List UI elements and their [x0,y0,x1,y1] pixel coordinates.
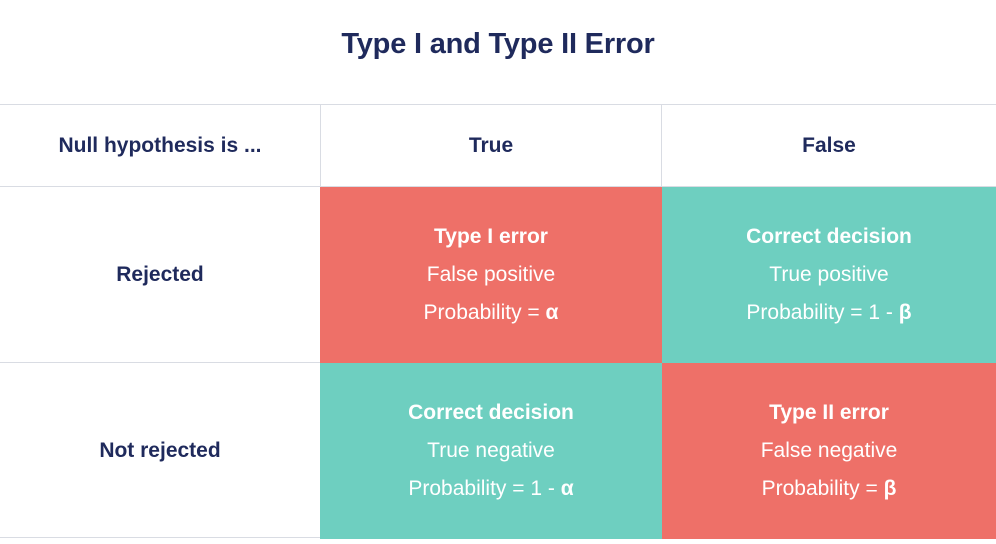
cell-heading: Correct decision [746,225,912,248]
cell-correct-true-positive: Correct decision True positive Probabili… [662,187,996,363]
cell-probability: Probability = 1 - β [746,294,911,332]
cell-probability: Probability = 1 - α [408,470,573,508]
beta-symbol: β [898,301,912,324]
cell-kind: True negative [427,439,555,462]
cell-probability: Probability = α [424,294,559,332]
prob-prefix: Probability = 1 - [408,477,561,500]
row-label-not-rejected: Not rejected [99,439,221,462]
cell-heading: Type I error [434,225,548,248]
cell-heading: Correct decision [408,401,574,424]
row-label-rejected: Rejected [0,187,320,363]
cell-probability: Probability = β [762,470,897,508]
header-row-label: Null hypothesis is ... [0,105,320,187]
cell-type1-error: Type I error False positive Probability … [320,187,662,363]
cell-kind: False negative [760,439,898,462]
alpha-symbol: α [560,477,574,500]
cell-type2-error: Type II error False negative Probability… [662,363,996,539]
prob-prefix: Probability = [761,477,884,500]
diagram-title: Type I and Type II Error [341,28,655,60]
beta-symbol: β [883,477,897,500]
alpha-symbol: α [545,301,559,324]
header-col-false: False [662,105,996,187]
cell-heading: Type II error [769,401,889,424]
cell-kind: True positive [769,263,889,286]
cell-kind: False positive [426,263,556,286]
prob-prefix: Probability = [423,301,546,324]
prob-prefix: Probability = 1 - [746,301,899,324]
error-matrix: Null hypothesis is ... True False Reject… [0,104,996,539]
cell-correct-true-negative: Correct decision True negative Probabili… [320,363,662,539]
header-col-true: True [320,105,662,187]
